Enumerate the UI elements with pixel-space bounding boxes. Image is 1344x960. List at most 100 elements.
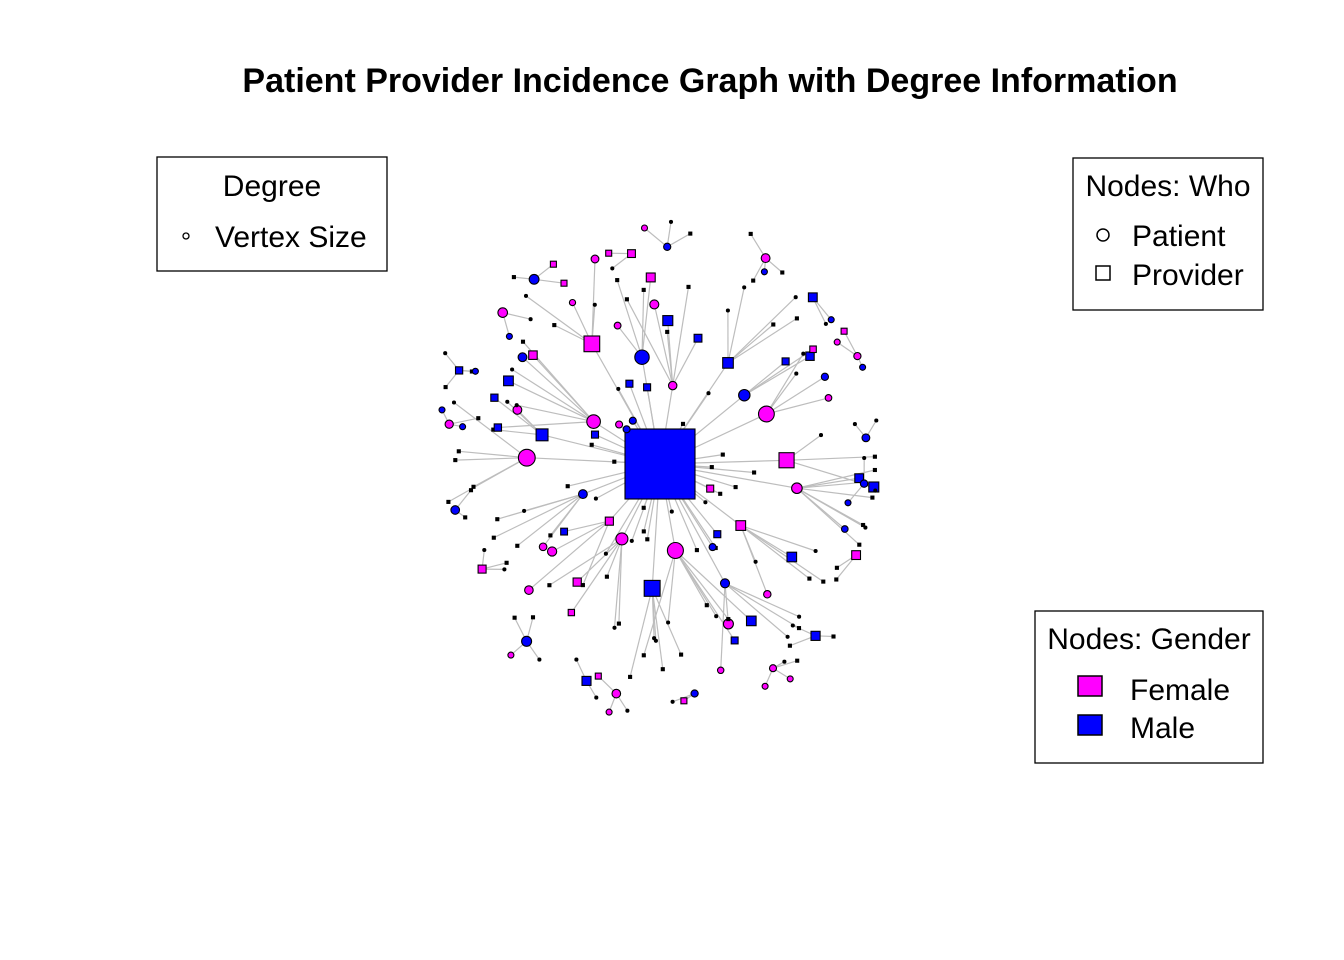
leaf-node [568, 298, 577, 307]
leaf-node [793, 295, 798, 300]
graph-edge [606, 538, 623, 577]
leaf-node [504, 560, 509, 565]
leaf-node [872, 467, 877, 473]
leaf-node [693, 333, 703, 343]
leaf-node [801, 351, 806, 356]
graph-edge [724, 582, 788, 638]
leaf-node [751, 278, 756, 283]
leaf-node [594, 695, 599, 700]
graph-edge [765, 353, 804, 415]
leaf-node [589, 442, 594, 447]
graph-edge [796, 487, 873, 499]
leaf-node [706, 484, 715, 493]
leaf-node [612, 459, 617, 464]
leaf-node [668, 219, 674, 224]
legend-degree-symbol [182, 232, 190, 240]
leaf-node [511, 275, 516, 280]
graph-edge [743, 361, 786, 396]
secondary-node [667, 380, 678, 391]
leaf-node [780, 270, 785, 275]
leaf-node [520, 339, 526, 344]
legend-gender: Nodes: Gender Female Male [1034, 610, 1264, 764]
secondary-node [577, 489, 588, 500]
leaf-node [502, 567, 507, 572]
graph-edge [449, 417, 479, 425]
leaf-node [615, 420, 624, 429]
leaf-node [742, 285, 747, 290]
leaf-node [574, 657, 579, 662]
leaf-node [840, 327, 848, 335]
graph-edge [766, 376, 826, 415]
leaf-node [451, 400, 457, 405]
component-node [581, 675, 592, 686]
leaf-node [704, 603, 709, 608]
leaf-node [786, 551, 798, 563]
leaf-node [679, 652, 684, 657]
legend-degree-box [156, 156, 388, 272]
leaf-node [624, 297, 629, 302]
graph-edge [720, 583, 726, 671]
leaf-node [745, 615, 757, 627]
leaf-node [603, 551, 608, 556]
leaf-node [605, 249, 613, 257]
leaf-node [572, 577, 582, 587]
graph-edge [796, 481, 864, 489]
leaf-node [523, 293, 529, 298]
graph-edge [674, 550, 717, 617]
graph-edge [666, 233, 691, 248]
leaf-node [807, 576, 812, 581]
leaf-node [787, 643, 792, 648]
leaf-node [688, 231, 693, 236]
graph-edge [497, 421, 594, 429]
leaf-node [512, 615, 517, 620]
leaf-node [794, 371, 799, 376]
leaf-node [714, 614, 719, 619]
graph-edge [563, 520, 610, 533]
legend-patient-label: Patient [1132, 220, 1226, 253]
leaf-node [641, 529, 646, 534]
leaf-node [753, 559, 758, 564]
leaf-node [782, 659, 787, 664]
leaf-node [641, 287, 646, 292]
component-node [497, 307, 509, 318]
leaf-node [530, 615, 536, 620]
leaf-node [821, 579, 826, 584]
leaf-node [726, 617, 731, 622]
graph-edge [448, 457, 528, 503]
graph-edge [651, 588, 664, 670]
graph-edge [740, 525, 810, 580]
leaf-node [660, 667, 665, 672]
leaf-node [594, 672, 602, 680]
leaf-node [716, 666, 725, 675]
hub-provider-node [624, 428, 696, 500]
legend-patient-symbol [1096, 228, 1110, 242]
leaf-node [686, 284, 691, 289]
leaf-node [547, 583, 552, 588]
secondary-node [722, 357, 734, 369]
leaf-node [490, 393, 499, 402]
leaf-node [468, 488, 474, 493]
secondary-node [791, 482, 803, 495]
leaf-node [831, 634, 836, 639]
graph-edge [643, 550, 676, 656]
secondary-node [583, 335, 601, 353]
leaf-node [761, 682, 769, 690]
component-node [760, 253, 771, 264]
graph-edge [549, 493, 584, 536]
leaf-node [605, 708, 613, 716]
legend-provider-label: Provider [1132, 259, 1244, 292]
leaf-node [653, 638, 658, 643]
leaf-node [870, 495, 875, 500]
leaf-node [610, 266, 615, 271]
leaf-node [818, 433, 824, 438]
leaf-node [515, 543, 520, 548]
component-node [450, 505, 461, 515]
leaf-node [857, 542, 862, 547]
graph-edge [453, 402, 528, 459]
graph-edge [618, 538, 623, 624]
graph-edge [551, 520, 610, 553]
graph-edge [582, 520, 610, 586]
node-layer [438, 219, 880, 716]
graph-edge [532, 354, 595, 423]
leaf-node [854, 473, 865, 484]
